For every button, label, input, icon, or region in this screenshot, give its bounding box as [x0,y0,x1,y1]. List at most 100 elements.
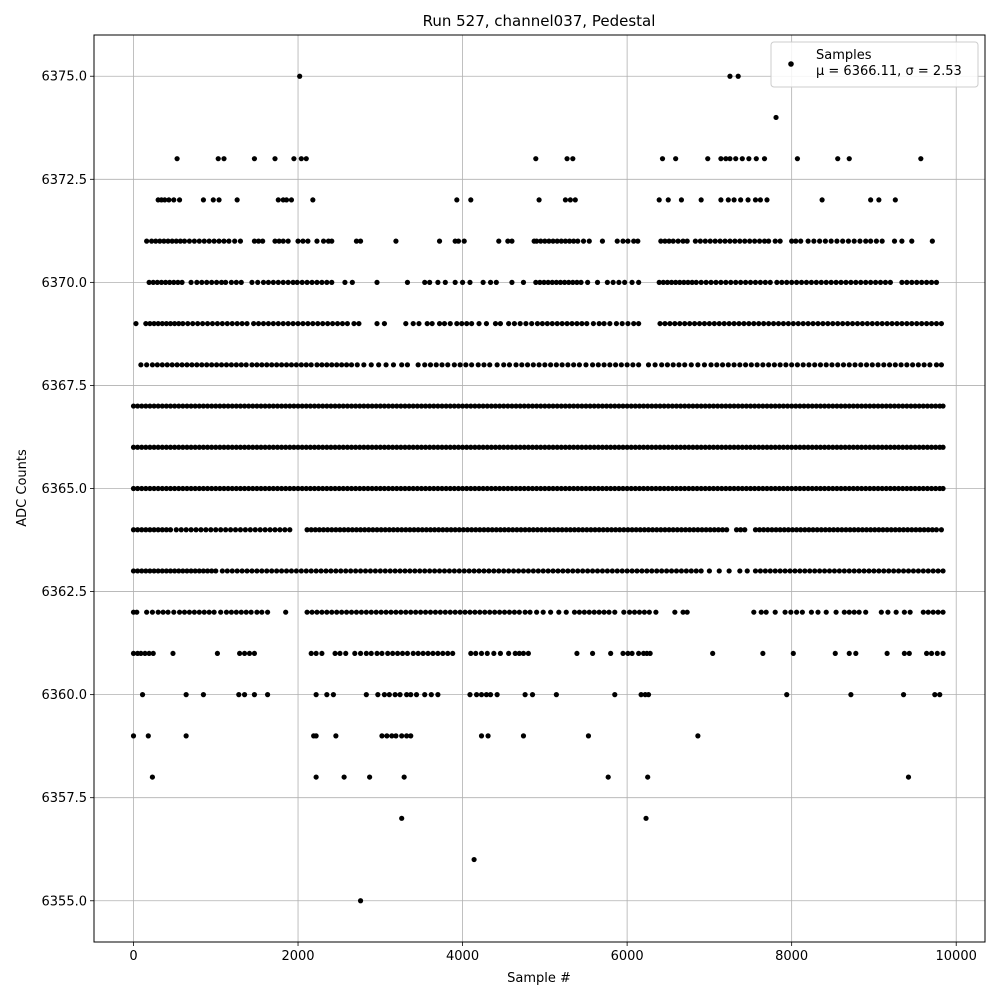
data-point [879,403,885,409]
data-point [909,320,915,327]
data-point [357,898,364,904]
data-point [660,279,666,285]
data-point [767,568,773,574]
data-point [757,568,764,574]
data-point [933,320,940,327]
data-point [142,650,148,657]
data-point [487,279,494,285]
data-point [677,320,683,327]
data-point [349,527,355,533]
data-point [698,279,704,285]
data-point [766,320,772,327]
data-point [737,362,743,368]
data-point [835,362,841,368]
data-point [888,527,894,533]
data-point [328,444,334,450]
data-point [340,444,346,450]
data-point [387,568,393,574]
data-point [206,609,212,615]
data-point [482,609,488,615]
data-point [179,279,185,285]
data-point [472,403,478,409]
data-point [887,444,893,450]
data-point [703,527,709,533]
data-point [303,156,309,162]
data-point [715,403,721,409]
data-point [583,403,589,409]
data-point [859,320,866,327]
data-point [241,485,248,492]
data-point [863,527,870,533]
data-point [432,568,438,574]
data-point [571,444,577,450]
data-point [545,568,551,574]
data-point [769,527,775,533]
data-point [768,485,774,492]
data-point [167,403,174,409]
data-point [228,279,234,285]
data-point [921,362,927,368]
data-point [673,444,680,450]
data-point [714,362,720,368]
data-point [736,320,742,327]
data-point [706,403,712,409]
data-point [785,527,791,533]
data-point [441,320,448,327]
data-point [553,279,559,285]
data-point [817,362,824,368]
y-tick-label: 6357.5 [42,791,88,806]
data-point [850,403,856,409]
data-point [509,485,515,492]
data-point [274,362,280,368]
data-point [135,568,141,574]
data-point [841,568,847,574]
data-point [928,485,935,492]
data-point [390,650,396,657]
data-point [554,444,560,450]
data-point [513,444,519,450]
data-point [455,485,462,492]
data-point [151,527,157,533]
legend-label: Samples [816,48,872,63]
data-point [398,609,404,615]
data-point [539,320,545,327]
data-point [707,527,713,533]
data-point [225,485,231,492]
data-point [821,568,828,574]
data-point [618,362,624,368]
data-point [927,362,933,368]
data-point [424,320,430,327]
data-point [645,362,652,368]
data-point [710,650,716,657]
data-point [431,403,437,409]
data-point [527,609,533,615]
data-point [576,362,583,368]
data-point [619,568,625,574]
data-point [514,527,520,533]
data-point [357,444,363,450]
data-point [404,362,411,368]
data-point [270,279,276,285]
data-point [332,444,338,450]
data-point [496,568,502,574]
data-point [752,197,759,203]
data-point [653,609,659,615]
data-point [835,527,841,533]
data-point [246,444,252,450]
data-point [460,527,466,533]
data-point [756,320,762,327]
data-point [933,444,939,450]
data-point [570,279,576,285]
data-point [200,485,207,492]
data-point [308,650,314,657]
data-point [643,815,649,821]
data-point [251,650,258,657]
data-point [343,609,350,615]
data-point [484,444,490,450]
data-point [264,362,270,368]
data-point [925,527,931,533]
data-point [864,320,870,327]
data-point [375,692,381,698]
data-point [800,362,806,368]
